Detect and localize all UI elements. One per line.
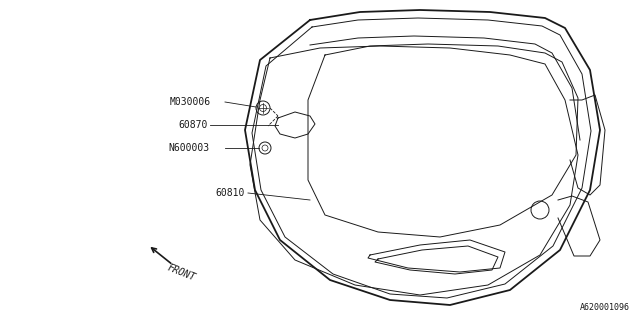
- Text: 60870: 60870: [178, 120, 207, 130]
- Text: A620001096: A620001096: [580, 303, 630, 312]
- Text: M030006: M030006: [170, 97, 211, 107]
- Text: 60810: 60810: [215, 188, 244, 198]
- Text: N600003: N600003: [168, 143, 209, 153]
- Text: FRONT: FRONT: [166, 263, 197, 283]
